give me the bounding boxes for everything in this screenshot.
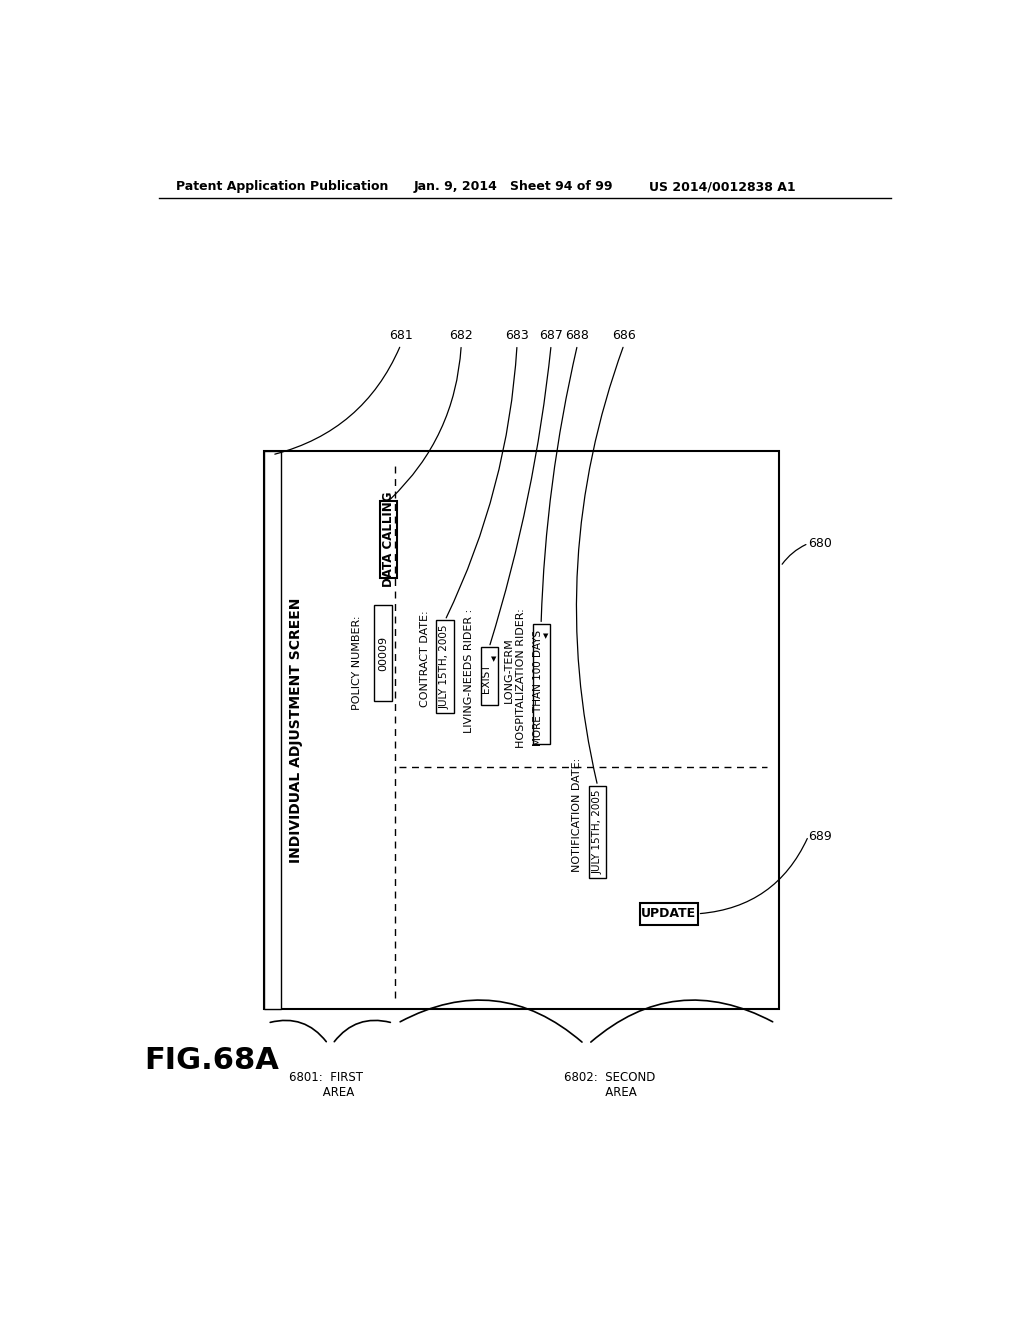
Text: CONTRACT DATE:: CONTRACT DATE: (420, 611, 430, 708)
Text: 6801:  FIRST
         AREA: 6801: FIRST AREA (290, 1071, 364, 1098)
Text: HOSPITALIZATION RIDER:: HOSPITALIZATION RIDER: (516, 609, 526, 748)
Bar (480, 647, 498, 705)
Bar (589, 785, 606, 878)
Text: JULY 15TH, 2005: JULY 15TH, 2005 (593, 789, 603, 874)
Bar (263, 451, 779, 1010)
Bar (375, 605, 391, 701)
Text: DATA CALLING: DATA CALLING (382, 492, 395, 587)
Bar (436, 620, 454, 713)
Text: JULY 15TH, 2005: JULY 15TH, 2005 (440, 624, 450, 709)
Text: 681: 681 (389, 329, 413, 342)
Text: 682: 682 (450, 329, 473, 342)
Text: Jan. 9, 2014   Sheet 94 of 99: Jan. 9, 2014 Sheet 94 of 99 (414, 181, 612, 194)
Text: 683: 683 (505, 329, 529, 342)
Bar (532, 624, 550, 743)
Text: MORE THAN 100 DAYS: MORE THAN 100 DAYS (532, 630, 543, 746)
Bar (380, 502, 397, 578)
Text: LONG-TERM: LONG-TERM (504, 638, 514, 704)
Text: FIG.68A: FIG.68A (144, 1047, 280, 1076)
Text: UPDATE: UPDATE (641, 907, 696, 920)
Text: ▼: ▼ (492, 656, 497, 661)
Text: Patent Application Publication: Patent Application Publication (176, 181, 388, 194)
Text: POLICY NUMBER:: POLICY NUMBER: (351, 615, 361, 710)
Bar (263, 451, 281, 1010)
Text: 689: 689 (809, 829, 833, 842)
Text: NOTIFICATION DATE:: NOTIFICATION DATE: (572, 758, 583, 871)
Text: LIVING-NEEDS RIDER :: LIVING-NEEDS RIDER : (464, 609, 474, 733)
Text: 6802:  SECOND
           AREA: 6802: SECOND AREA (564, 1071, 655, 1098)
Text: 00009: 00009 (378, 635, 388, 671)
Text: EXIST: EXIST (481, 664, 492, 693)
Text: 680: 680 (809, 537, 833, 550)
Text: ▼: ▼ (543, 632, 549, 639)
Text: INDIVIDUAL ADJUSTMENT SCREEN: INDIVIDUAL ADJUSTMENT SCREEN (289, 598, 303, 863)
Bar (640, 903, 697, 924)
Text: US 2014/0012838 A1: US 2014/0012838 A1 (649, 181, 796, 194)
Text: 688: 688 (565, 329, 590, 342)
Text: 687: 687 (540, 329, 563, 342)
Text: 686: 686 (612, 329, 636, 342)
